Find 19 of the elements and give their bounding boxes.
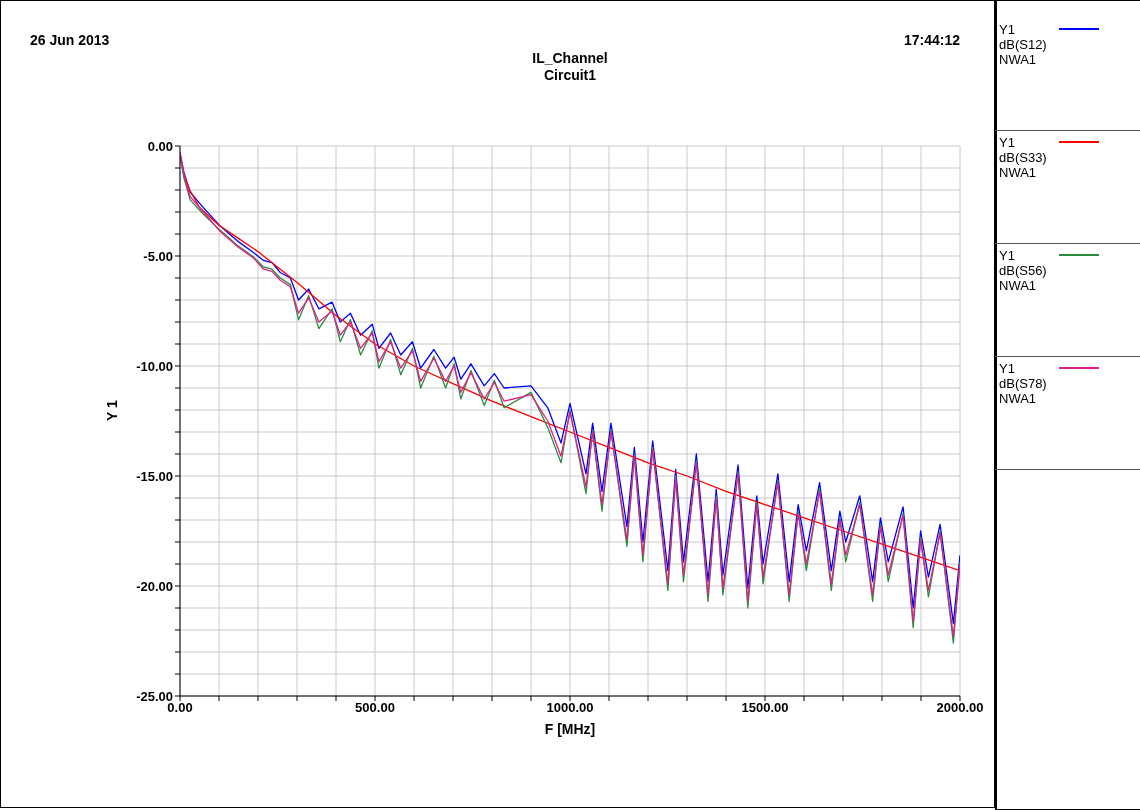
x-tick-label: 1000.00 [546,700,594,716]
x-tick-label: 1500.00 [741,700,789,716]
legend-label: Y1 dB(S33) NWA1 [999,135,1048,180]
legend-label: Y1 dB(S56) NWA1 [999,248,1048,293]
x-tick-label: 2000.00 [936,700,984,716]
y-tick-label: -10.00 [136,358,173,374]
y-axis-title: Y 1 [103,400,120,421]
y-tick-label: 0.00 [147,138,173,154]
chart-subtitle: Circuit1 [542,67,598,84]
y-tick-label: -15.00 [136,468,173,484]
legend-label: Y1 dB(S12) NWA1 [999,22,1048,67]
x-axis-title: F [MHz] [544,721,596,737]
text: 26 Jun 2013 [30,32,110,48]
legend-label: Y1 dB(S78) NWA1 [999,361,1048,406]
y-tick-label: -20.00 [136,578,173,594]
chart-title: IL_Channel [531,50,609,67]
text: 17:44:12 [903,32,960,48]
x-tick-label: 500.00 [355,700,395,716]
y-tick-label: -5.00 [143,248,173,264]
